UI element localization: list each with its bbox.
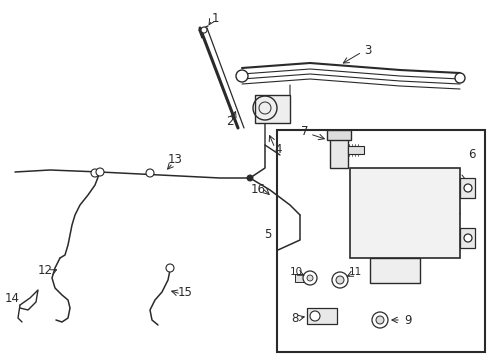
Bar — [294, 274, 308, 282]
Text: 8: 8 — [291, 311, 298, 324]
Text: 10: 10 — [289, 267, 302, 277]
Text: 2: 2 — [226, 116, 233, 129]
Circle shape — [309, 311, 319, 321]
Circle shape — [463, 234, 471, 242]
Text: 15: 15 — [177, 285, 192, 298]
Circle shape — [331, 272, 347, 288]
Bar — [349, 168, 459, 258]
Circle shape — [303, 271, 316, 285]
Text: 16: 16 — [250, 184, 265, 197]
Bar — [347, 146, 363, 154]
Circle shape — [375, 316, 383, 324]
Bar — [276, 130, 484, 352]
Circle shape — [96, 168, 104, 176]
Circle shape — [335, 276, 343, 284]
Circle shape — [246, 175, 252, 181]
Text: 3: 3 — [364, 44, 371, 57]
Text: 1: 1 — [211, 12, 218, 24]
Text: 4: 4 — [274, 144, 281, 157]
Text: 11: 11 — [347, 267, 361, 277]
Circle shape — [371, 312, 387, 328]
Circle shape — [306, 275, 312, 281]
Bar — [306, 308, 336, 324]
Text: 13: 13 — [167, 153, 182, 166]
Bar — [459, 228, 474, 248]
Bar — [329, 138, 347, 168]
Bar — [369, 258, 419, 283]
Text: 5: 5 — [264, 229, 271, 242]
Bar — [459, 178, 474, 198]
Circle shape — [201, 27, 206, 33]
Circle shape — [236, 70, 247, 82]
Circle shape — [91, 169, 99, 177]
Circle shape — [146, 169, 154, 177]
Circle shape — [165, 264, 174, 272]
Circle shape — [463, 184, 471, 192]
Text: 7: 7 — [301, 126, 308, 139]
Text: 6: 6 — [468, 148, 475, 162]
Text: 14: 14 — [4, 292, 20, 305]
Text: 12: 12 — [38, 264, 52, 276]
Bar — [254, 95, 289, 123]
Bar — [326, 130, 350, 140]
Text: 9: 9 — [404, 314, 411, 327]
Circle shape — [454, 73, 464, 83]
